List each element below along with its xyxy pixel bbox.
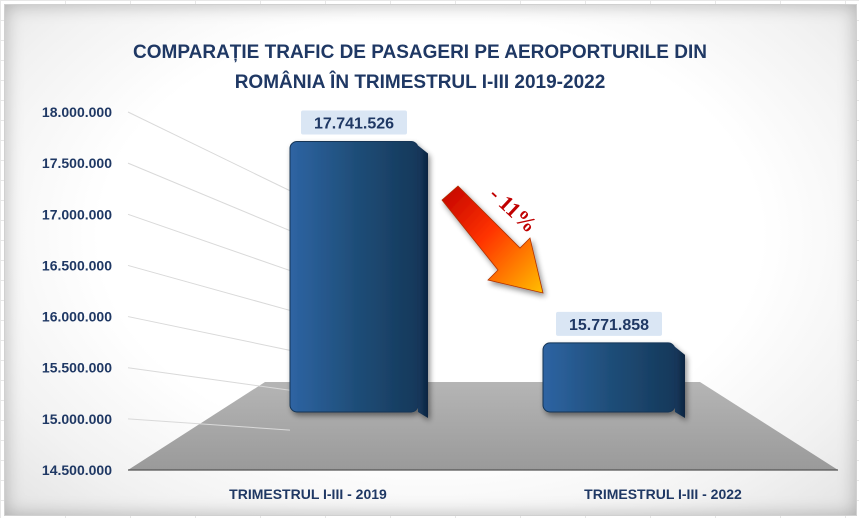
gridlines: [127, 111, 291, 431]
gridline: [127, 316, 291, 351]
y-tick-label: 17.000.000: [42, 206, 112, 222]
chart-title-line-2: ROMÂNIA ÎN TRIMESTRUL I-III 2019-2022: [235, 71, 606, 93]
data-label-box: [301, 110, 407, 135]
bar-front-face: [542, 342, 676, 413]
bar-side-face: [418, 145, 428, 418]
decrease-arrow-icon: [441, 185, 544, 294]
data-label-box: [556, 311, 662, 336]
gridline: [127, 111, 291, 192]
bar-1[interactable]: [289, 140, 428, 418]
y-tick-label: 15.500.000: [42, 360, 112, 376]
y-tick-label: 16.000.000: [42, 309, 112, 325]
data-label: 15.771.858: [569, 317, 649, 334]
x-category-label: TRIMESTRUL I-III - 2022: [584, 486, 742, 502]
gridline: [127, 162, 291, 232]
y-tick-label: 16.500.000: [42, 257, 112, 273]
gridline: [127, 264, 291, 311]
y-tick-label: 15.000.000: [42, 411, 112, 427]
bar-side-face: [675, 346, 685, 418]
data-labels: 17.741.526 15.771.858: [301, 110, 662, 336]
x-axis-categories: TRIMESTRUL I-III - 2019 TRIMESTRUL I-III …: [229, 486, 742, 502]
bar-2[interactable]: [542, 342, 685, 418]
gridline: [127, 367, 291, 391]
chart-title-line-1: COMPARAȚIE TRAFIC DE PASAGERI PE AEROPOR…: [133, 42, 707, 63]
bars: [289, 140, 685, 418]
y-tick-label: 18.000.000: [42, 104, 112, 120]
y-tick-label: 14.500.000: [42, 462, 112, 478]
x-category-label: TRIMESTRUL I-III - 2019: [229, 486, 387, 502]
y-tick-label: 17.500.000: [42, 155, 112, 171]
bar-front-face: [289, 140, 419, 413]
data-label: 17.741.526: [314, 115, 394, 132]
gridline: [127, 418, 291, 431]
y-axis-ticks: 14.500.000 15.000.000 15.500.000 16.000.000…: [42, 104, 112, 478]
gridline: [127, 213, 291, 272]
